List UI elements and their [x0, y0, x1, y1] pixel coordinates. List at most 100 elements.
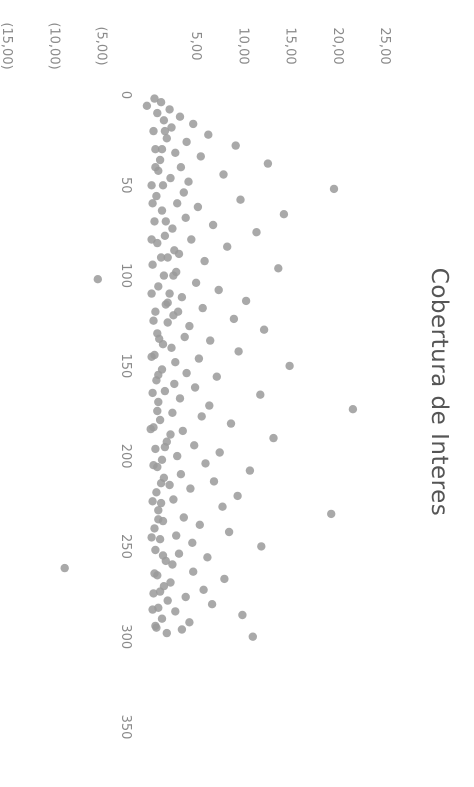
data-point [248, 632, 257, 641]
data-point [151, 307, 160, 316]
data-point [186, 484, 195, 493]
data-point [259, 325, 269, 334]
data-point [155, 535, 165, 544]
tick-labels: 0 50 100 150 200 250 300 350 25,00 20,00 15,00 10,0… [0, 22, 392, 739]
data-point [156, 498, 166, 508]
data-point [184, 177, 193, 186]
data-point [263, 159, 273, 168]
data-point [157, 614, 167, 623]
data-points [60, 94, 358, 641]
data-point [203, 553, 212, 562]
data-point [151, 163, 160, 172]
data-point [238, 610, 247, 620]
data-point [185, 618, 194, 627]
data-point [179, 513, 188, 522]
x-tick-label: 250 [118, 534, 133, 559]
data-point [174, 549, 184, 558]
data-point [150, 569, 159, 578]
data-point [154, 515, 163, 524]
data-point [171, 607, 180, 616]
data-point [181, 213, 190, 222]
y-tick-label: (10,00) [46, 22, 61, 69]
data-point [162, 628, 171, 638]
data-point [274, 264, 283, 273]
data-point [176, 470, 186, 479]
data-point [198, 303, 207, 313]
data-point [147, 533, 156, 542]
data-point [189, 567, 198, 576]
data-point [152, 623, 161, 632]
data-point [224, 527, 234, 537]
data-point [187, 235, 196, 244]
data-point [149, 589, 158, 598]
data-point [212, 372, 221, 381]
data-point [157, 455, 167, 464]
data-point [207, 600, 217, 609]
data-point [160, 442, 170, 452]
data-point [148, 199, 157, 208]
data-point [218, 502, 227, 511]
data-point [197, 412, 206, 421]
data-point [163, 298, 172, 307]
data-point [166, 578, 175, 587]
data-point [151, 444, 160, 454]
data-point [150, 217, 159, 226]
data-point [176, 163, 186, 172]
data-point [233, 491, 242, 501]
x-tick-label: 100 [118, 263, 133, 288]
data-point [168, 408, 177, 417]
data-point [151, 545, 160, 555]
data-point [188, 538, 197, 547]
data-point [269, 433, 278, 443]
data-point [171, 148, 180, 157]
data-point [142, 101, 152, 111]
data-point [191, 278, 201, 287]
data-point [182, 368, 191, 378]
data-point [153, 406, 162, 416]
data-point [156, 479, 166, 488]
data-point [185, 321, 194, 331]
y-tick-label: 5,00 [188, 32, 203, 61]
data-point [172, 531, 181, 540]
y-tick-label: 15,00 [283, 27, 298, 64]
y-tick-label: 20,00 [330, 27, 345, 64]
data-point [190, 441, 199, 450]
x-tick-label: 350 [118, 715, 133, 740]
data-point [155, 415, 165, 425]
data-point [152, 488, 161, 497]
data-point [168, 560, 177, 569]
data-point [177, 293, 187, 302]
data-point [252, 228, 261, 237]
data-point [156, 98, 166, 107]
data-point [165, 480, 174, 490]
data-point [161, 217, 170, 226]
data-point [148, 388, 157, 398]
data-point [154, 506, 163, 515]
data-point [193, 202, 203, 212]
y-tick-label: (5,00) [94, 26, 109, 65]
data-point [159, 271, 169, 280]
data-point [223, 242, 232, 251]
data-point [147, 235, 156, 244]
data-point [173, 307, 183, 316]
data-point [150, 524, 159, 533]
data-point [169, 495, 178, 504]
data-point [150, 94, 159, 103]
data-point [173, 199, 182, 208]
data-point [219, 170, 228, 179]
data-point [190, 383, 200, 392]
data-point [154, 397, 163, 407]
data-point [173, 451, 182, 461]
data-point [60, 563, 69, 573]
x-tick-label: 150 [118, 353, 133, 378]
data-point [231, 141, 240, 150]
data-point [170, 379, 179, 389]
data-point [171, 358, 180, 367]
data-point [160, 126, 170, 136]
data-point [163, 596, 172, 605]
data-point [146, 424, 155, 434]
data-point [149, 316, 158, 325]
data-point [220, 574, 229, 584]
data-point [148, 605, 157, 614]
data-point [285, 361, 294, 371]
